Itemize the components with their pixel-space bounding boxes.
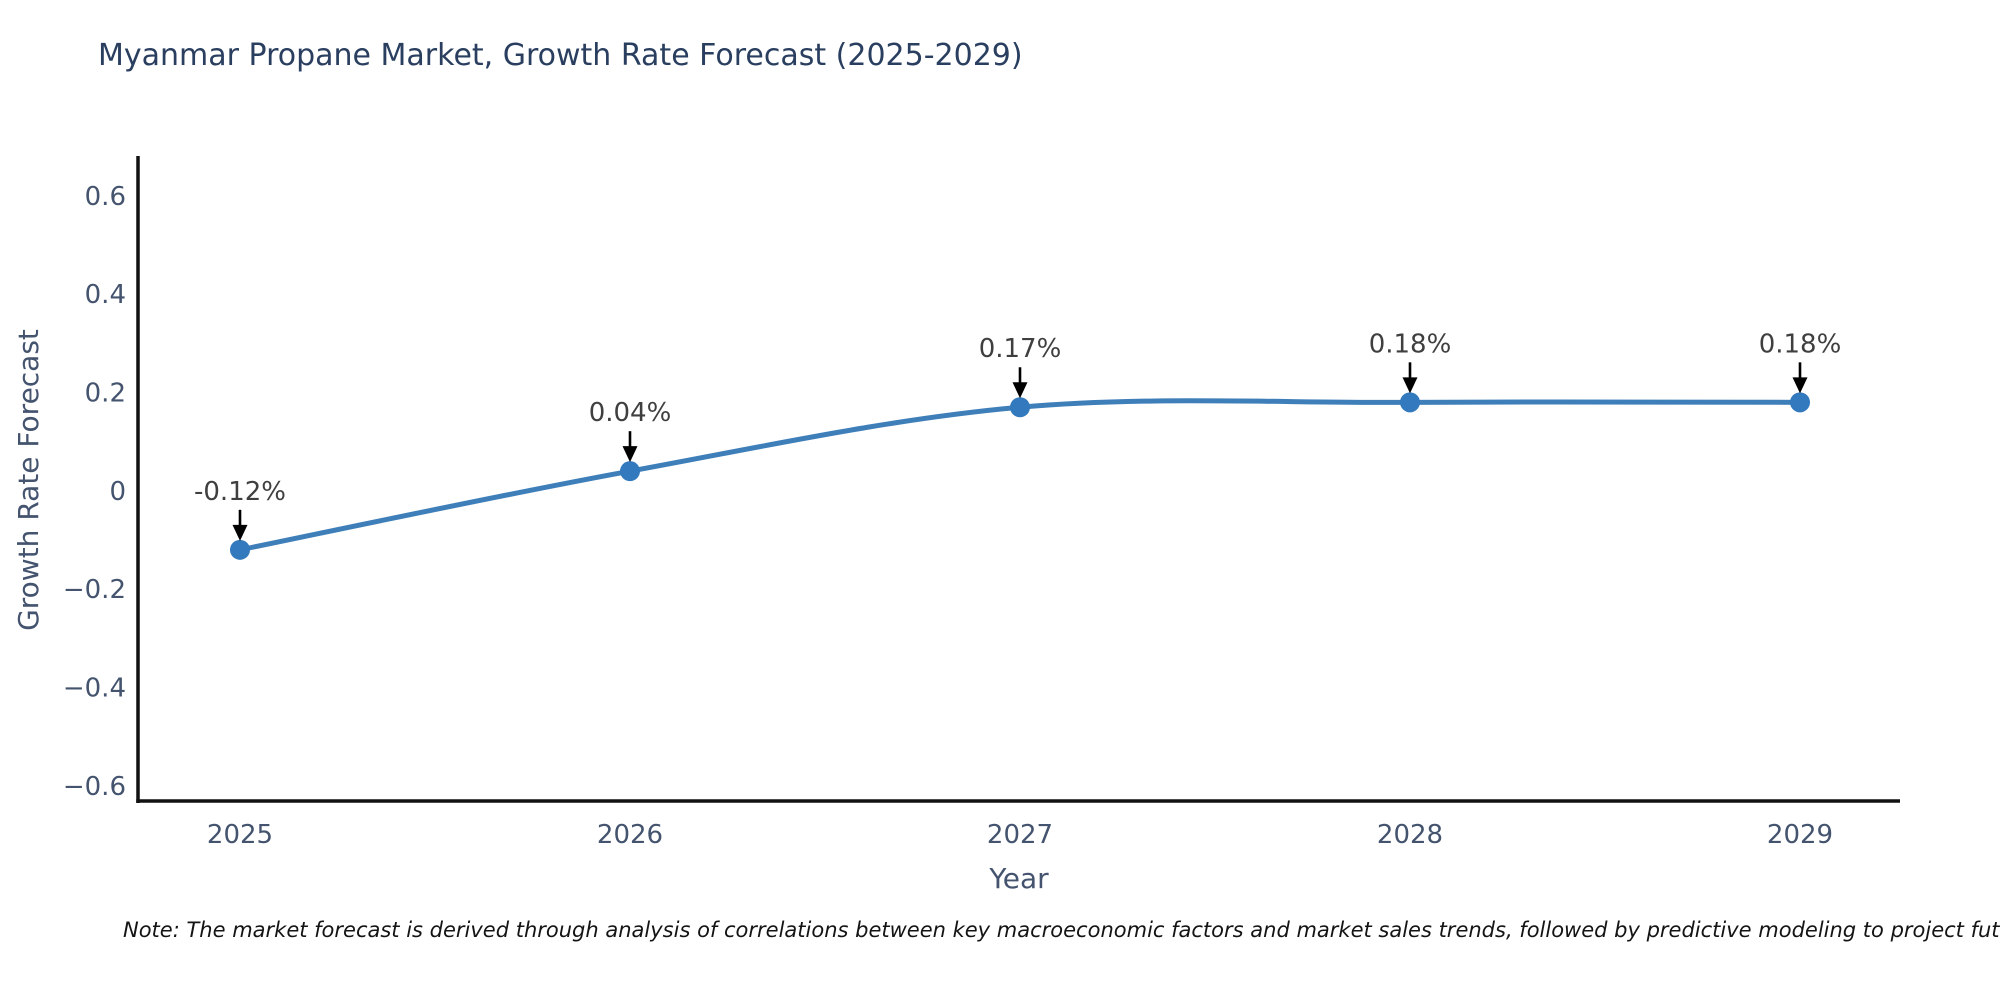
point-annotations: -0.12% 0.04% 0.17% 0.18% 0.18%: [194, 329, 1842, 541]
data-series: [230, 392, 1810, 560]
data-point: [620, 461, 640, 482]
annotation-arrowhead: [1402, 377, 1418, 394]
y-axis-title: Growth Rate Forecast: [12, 329, 45, 631]
data-point-label: 0.18%: [1759, 329, 1842, 359]
data-point-label: 0.18%: [1369, 329, 1452, 359]
footnote: Note: The market forecast is derived thr…: [123, 918, 2000, 942]
data-point: [230, 539, 250, 560]
x-tick-label: 2028: [1377, 820, 1443, 850]
y-tick-label: −0.2: [63, 575, 126, 605]
annotation-arrowhead: [1012, 382, 1028, 399]
x-tick-label: 2026: [597, 820, 663, 850]
y-tick-label: 0.6: [85, 182, 126, 212]
x-tick-label: 2025: [207, 820, 273, 850]
annotation-arrowhead: [622, 446, 638, 463]
data-point: [1400, 392, 1420, 413]
annotation-arrowhead: [1792, 377, 1808, 394]
y-tick-label: 0.4: [85, 280, 126, 310]
data-point-label: 0.04%: [589, 398, 672, 428]
y-tick-label: 0.2: [85, 379, 126, 409]
series-line: [237, 398, 1803, 553]
y-tick-label: 0: [109, 477, 126, 507]
data-point: [1010, 397, 1030, 418]
y-axis-tick-labels: 0.6 0.4 0.2 0 −0.2 −0.4 −0.6: [63, 182, 126, 802]
data-point-label: 0.17%: [979, 334, 1062, 364]
x-axis-tick-labels: 2025 2026 2027 2028 2029: [207, 820, 1833, 850]
x-axis-title: Year: [988, 862, 1049, 895]
y-tick-label: −0.6: [63, 772, 126, 802]
x-tick-label: 2027: [987, 820, 1053, 850]
x-tick-label: 2029: [1767, 820, 1833, 850]
data-point-label: -0.12%: [194, 477, 286, 507]
annotation-arrowhead: [232, 524, 248, 541]
chart-title: Myanmar Propane Market, Growth Rate Fore…: [98, 38, 1023, 73]
y-tick-label: −0.4: [63, 673, 126, 703]
data-point: [1790, 392, 1810, 413]
